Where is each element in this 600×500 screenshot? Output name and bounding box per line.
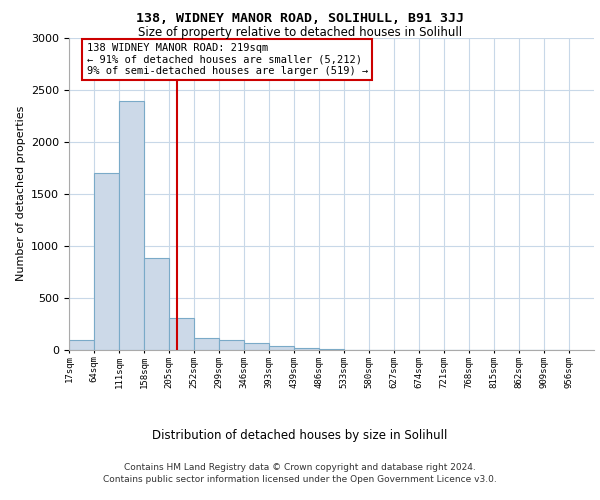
Text: Size of property relative to detached houses in Solihull: Size of property relative to detached ho… (138, 26, 462, 39)
Text: Contains HM Land Registry data © Crown copyright and database right 2024.: Contains HM Land Registry data © Crown c… (124, 464, 476, 472)
Text: 138, WIDNEY MANOR ROAD, SOLIHULL, B91 3JJ: 138, WIDNEY MANOR ROAD, SOLIHULL, B91 3J… (136, 12, 464, 24)
Bar (94, 173, 119, 350)
Text: Contains public sector information licensed under the Open Government Licence v3: Contains public sector information licen… (103, 475, 497, 484)
Y-axis label: Number of detached properties: Number of detached properties (16, 106, 26, 282)
Bar (144, 258, 169, 350)
Bar (319, 349, 344, 350)
Bar (294, 348, 319, 350)
Bar (169, 318, 194, 350)
Bar (244, 343, 269, 350)
Bar (194, 338, 219, 350)
Bar (269, 346, 294, 350)
Bar (219, 340, 244, 350)
Text: 138 WIDNEY MANOR ROAD: 219sqm
← 91% of detached houses are smaller (5,212)
9% of: 138 WIDNEY MANOR ROAD: 219sqm ← 91% of d… (86, 42, 368, 76)
Text: Distribution of detached houses by size in Solihull: Distribution of detached houses by size … (152, 430, 448, 442)
Bar (69, 340, 94, 350)
Bar (119, 101, 144, 350)
